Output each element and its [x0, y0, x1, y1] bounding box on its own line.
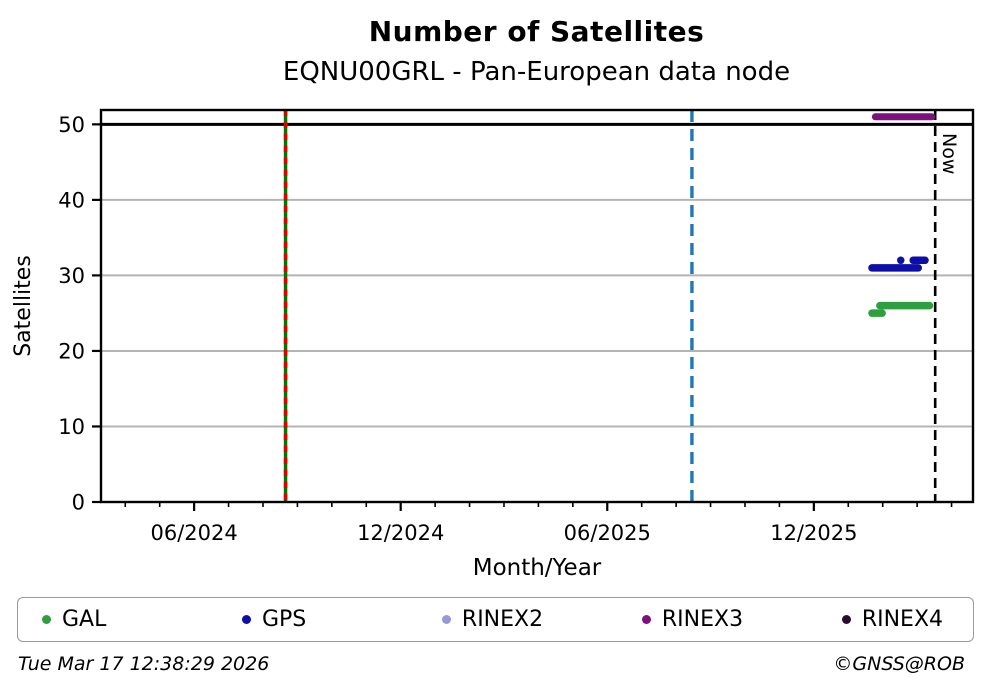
y-tick-label: 50	[58, 113, 85, 137]
now-label: Now	[938, 133, 960, 174]
rinex2-marker-icon	[441, 615, 451, 624]
chart-legend: GAL GPS RINEX2 RINEX3 RINEX4	[17, 597, 974, 642]
y-tick-label: 20	[58, 339, 85, 363]
legend-label: GAL	[62, 607, 107, 632]
legend-item-rinex3: RINEX3	[641, 607, 842, 632]
y-tick-label: 30	[58, 264, 85, 288]
x-tick-label: 12/2024	[357, 521, 444, 545]
page-subtitle: EQNU00GRL - Pan-European data node	[282, 57, 791, 87]
x-tick-label: 06/2024	[151, 521, 238, 545]
rinex3-marker-icon	[641, 615, 651, 624]
y-axis-label: Satellites	[11, 255, 36, 357]
legend-label: RINEX2	[461, 607, 544, 632]
plot-border	[99, 108, 975, 504]
rinex4-marker-icon	[841, 615, 851, 624]
x-tick-label: 06/2025	[564, 521, 651, 545]
legend-item-gal: GAL	[42, 607, 242, 632]
legend-item-rinex4: RINEX4	[841, 607, 944, 632]
series-point-gps	[897, 256, 905, 265]
x-tick-label: 12/2025	[770, 521, 857, 545]
page-title: Number of Satellites	[368, 15, 705, 48]
legend-item-rinex2: RINEX2	[441, 607, 642, 632]
x-axis-label: Month/Year	[473, 555, 602, 581]
legend-label: RINEX3	[661, 607, 744, 632]
legend-item-gps: GPS	[241, 607, 442, 632]
gal-marker-icon	[42, 615, 51, 624]
y-tick-label: 40	[58, 188, 85, 212]
plot-timestamp: Tue Mar 17 12:38:29 2026	[18, 653, 270, 675]
satellites-chart: Now 0 10 20 30 40 50 06/2024 12/2024 06/2025 12/20…	[11, 108, 975, 581]
legend-label: GPS	[261, 607, 307, 632]
legend-label: RINEX4	[861, 607, 944, 632]
y-tick-label: 10	[58, 415, 85, 439]
y-tick-label: 0	[72, 491, 85, 515]
copyright-credit: ©GNSS@ROB	[833, 653, 965, 675]
gps-marker-icon	[241, 615, 251, 624]
